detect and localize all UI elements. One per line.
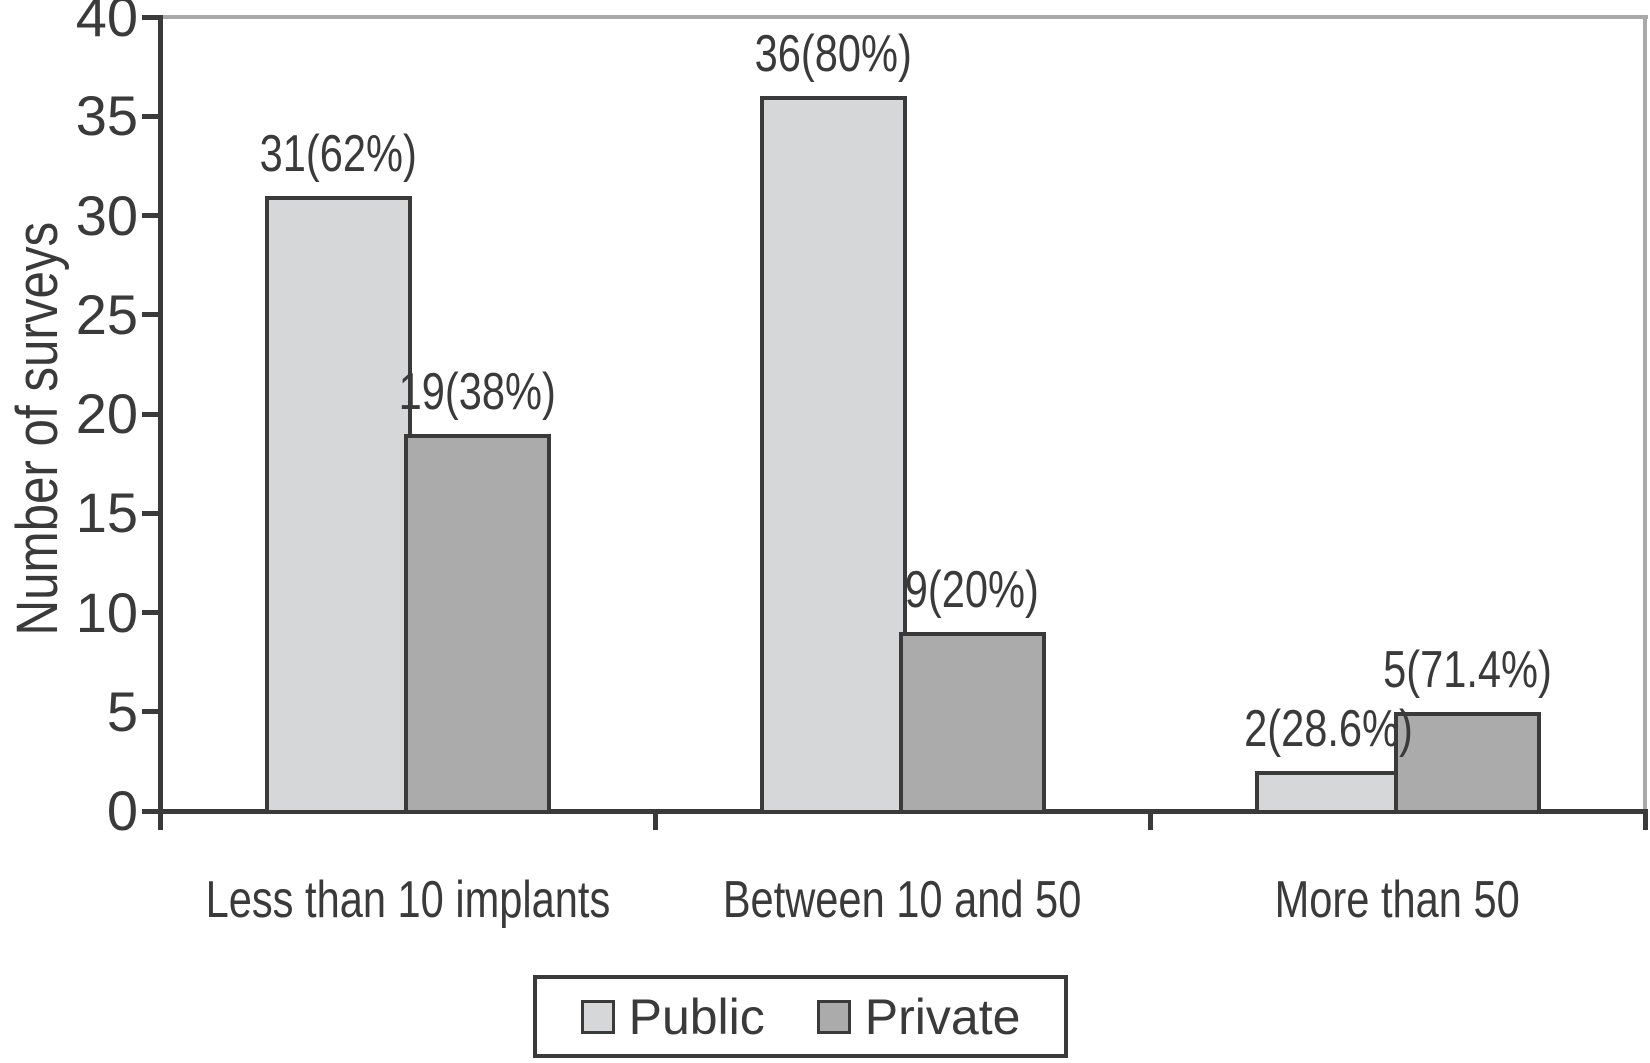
y-tick-mark [142,411,160,417]
y-tick-mark [142,610,160,615]
bar-value-label: 19(38%) [257,366,697,418]
legend-item-private: Private [816,988,1021,1045]
bar-public-3 [1254,771,1402,814]
y-tick-label: 15 [75,481,138,545]
category-label-text: More than 50 [1274,871,1521,929]
bar-private-3 [1393,711,1541,814]
y-tick-mark [142,808,160,814]
bar-private-1 [403,433,551,814]
category-label-text: Between 10 and 50 [723,871,1082,929]
y-tick-label: 20 [75,382,138,445]
legend-label-public: Public [628,988,765,1045]
x-tick-mark [1147,809,1153,830]
bar-value-label: 5(71.4%) [1247,644,1650,696]
bar-public-2 [759,96,907,814]
bar-value-text: 5(71.4%) [1382,640,1552,699]
y-tick-mark [142,14,160,20]
legend-label-private: Private [864,988,1021,1045]
x-tick-mark [652,809,658,830]
y-tick-label: 5 [106,679,138,743]
bar-value-label: 31(62%) [118,128,558,180]
bar-value-label: 36(80%) [613,28,1053,80]
bar-private-2 [898,632,1046,814]
y-tick-label: 40 [75,0,138,48]
y-tick-label: 25 [75,282,138,346]
legend-swatch-private [816,999,851,1034]
bar-value-label: 2(28.6%) [1108,703,1548,755]
y-tick-mark [142,312,160,318]
y-tick-mark [142,510,160,516]
bar-value-label: 9(20%) [752,564,1192,616]
bar-value-text: 36(80%) [754,25,912,84]
category-label: Less than 10 implants [108,874,708,926]
bar-public-1 [264,195,412,814]
y-axis-line [158,15,163,830]
legend: Public Private [533,975,1068,1058]
y-tick-label: 30 [75,183,138,247]
y-tick-label: 35 [75,84,138,148]
legend-item-public: Public [580,988,765,1045]
bar-value-text: 19(38%) [398,362,556,421]
category-label: More than 50 [1098,874,1650,926]
plot-top-border [158,15,1648,19]
y-tick-mark [142,113,160,119]
legend-swatch-public [580,999,615,1034]
x-tick-mark [1642,809,1648,830]
category-label-text: Less than 10 implants [205,871,610,929]
bar-value-text: 2(28.6%) [1243,700,1413,759]
y-tick-mark [142,213,160,218]
plot-right-border [1643,15,1647,813]
y-tick-label: 10 [75,580,138,644]
y-tick-mark [142,709,160,715]
category-label: Between 10 and 50 [603,874,1203,926]
bar-value-text: 31(62%) [259,124,417,183]
bar-value-text: 9(20%) [904,561,1040,620]
y-tick-label: 0 [106,779,138,842]
